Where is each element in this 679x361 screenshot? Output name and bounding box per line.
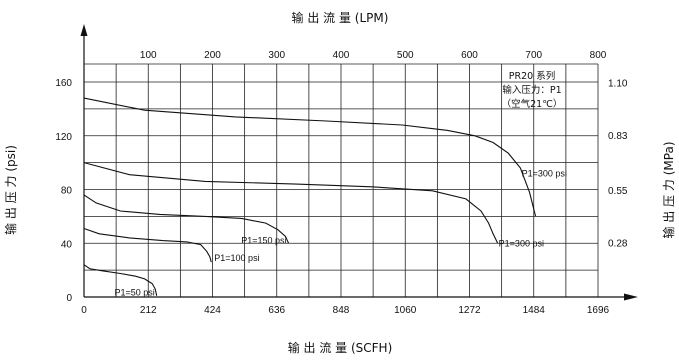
- x-top-tick-label: 600: [461, 50, 478, 61]
- x-bottom-tick-label: 212: [140, 305, 157, 316]
- bottom-axis-title: 输 出 流 量 (SCFH): [288, 340, 393, 355]
- x-top-tick-label: 400: [333, 50, 350, 61]
- note-line-2: 输入压力：P1: [502, 84, 561, 96]
- y-left-tick-label: 80: [61, 186, 73, 197]
- note-line-3: （空气21℃）: [502, 98, 563, 110]
- x-top-tick-label: 800: [590, 50, 607, 61]
- x-bottom-tick-label: 848: [333, 305, 350, 316]
- curve-label: P1=300 psi: [499, 238, 544, 248]
- grid: [84, 63, 599, 297]
- axes: [80, 24, 638, 301]
- x-top-tick-label: 100: [140, 50, 157, 61]
- x-top-tick-label: 700: [525, 50, 542, 61]
- curve-line: [83, 264, 158, 296]
- x-bottom-tick-label: 1696: [587, 305, 610, 316]
- curve-label: P1=100 psi: [214, 253, 259, 263]
- y-left-tick-label: 40: [61, 239, 73, 250]
- y-left-tick-label: 0: [66, 293, 72, 304]
- x-top-tick-label: 500: [397, 50, 414, 61]
- curve-label: P1=300 psi: [522, 168, 567, 178]
- curve-line: [83, 162, 499, 244]
- x-top-tick-label: 200: [204, 50, 221, 61]
- x-axis-arrow-icon: [624, 293, 638, 301]
- right-axis-title: 输 出 压 力 (MPa): [661, 141, 676, 238]
- curve-label: P1=150 psi: [241, 235, 286, 245]
- x-bottom-tick-label: 636: [268, 305, 285, 316]
- y-right-tick-label: 0.83: [608, 131, 628, 142]
- y-right-tick-label: 0.55: [608, 186, 628, 197]
- x-bottom-tick-label: 1272: [458, 305, 481, 316]
- y-left-tick-label: 120: [55, 132, 72, 143]
- x-bottom-tick-label: 1484: [523, 305, 546, 316]
- x-top-tick-label: 300: [268, 50, 285, 61]
- x-bottom-tick-label: 424: [204, 305, 221, 316]
- y-right-tick-label: 0.28: [608, 238, 628, 249]
- y-axis-arrow-icon: [80, 24, 88, 36]
- x-bottom-tick-label: 1060: [394, 305, 417, 316]
- y-left-tick-label: 160: [55, 78, 72, 89]
- left-axis-title: 输 出 压 力 (psi): [3, 145, 18, 235]
- curve-line: [83, 194, 290, 244]
- curve-line: [83, 227, 212, 263]
- top-axis-title: 输 出 流 量 (LPM): [292, 10, 389, 25]
- legend-note: PR20 系列 输入压力：P1 （空气21℃）: [502, 70, 563, 110]
- curves: P1=50 psi P1=100 psi P1=150 psi P1=300 psi P…: [83, 97, 567, 298]
- curve-line: [83, 97, 537, 217]
- curve-label: P1=50 psi: [114, 288, 154, 298]
- x-bottom-tick-label: 0: [81, 305, 87, 316]
- tick-labels: 0 212 424 636 848 1060 1272 1484 1696 100 200 300 40…: [55, 50, 628, 316]
- note-line-1: PR20 系列: [509, 70, 555, 82]
- y-right-tick-label: 1.10: [608, 79, 628, 90]
